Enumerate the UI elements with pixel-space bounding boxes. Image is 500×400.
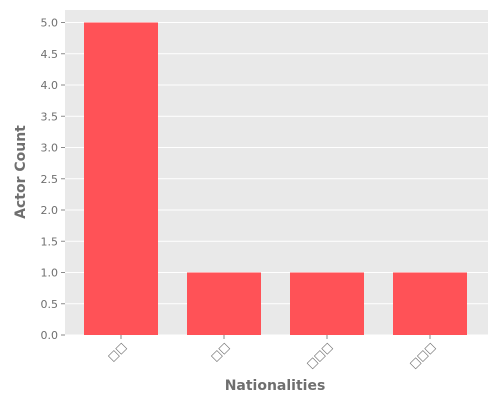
y-tick-label: 2.5	[41, 173, 59, 186]
bar	[393, 272, 467, 335]
y-tick-label: 4.5	[41, 48, 59, 61]
y-tick-label: 0.5	[41, 298, 59, 311]
x-tick-label: □□□	[407, 340, 438, 371]
y-tick-label: 0.0	[41, 329, 59, 342]
bars	[84, 22, 467, 335]
x-tick-label: □□□	[304, 340, 335, 371]
y-tick-label: 4.0	[41, 79, 59, 92]
x-axis-title: Nationalities	[225, 378, 326, 394]
x-axis-ticks: □□ □□ □□□ □□□	[105, 335, 438, 371]
bar	[290, 272, 364, 335]
x-tick-label: □□	[208, 340, 232, 364]
bar	[187, 272, 261, 335]
y-tick-label: 1.5	[41, 235, 59, 248]
y-tick-label: 1.0	[41, 267, 59, 280]
y-axis-title: Actor Count	[13, 125, 29, 219]
bar	[84, 22, 158, 335]
y-tick-label: 5.0	[41, 17, 59, 30]
x-tick-label: □□	[105, 340, 129, 364]
y-tick-label: 3.5	[41, 110, 59, 123]
y-axis-ticks: 0.0 0.5 1.0 1.5 2.0 2.5 3.0 3.5 4.0 4.5 5.0	[41, 17, 65, 342]
y-tick-label: 3.0	[41, 142, 59, 155]
y-tick-label: 2.0	[41, 204, 59, 217]
